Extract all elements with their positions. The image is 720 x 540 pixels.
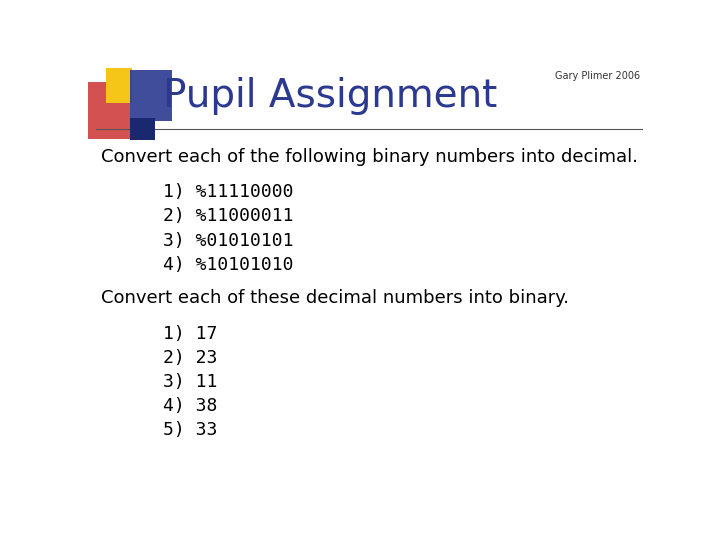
Text: 1) %11110000: 1) %11110000 <box>163 183 293 201</box>
FancyBboxPatch shape <box>130 70 171 122</box>
FancyBboxPatch shape <box>106 69 132 103</box>
Text: 3) 11: 3) 11 <box>163 373 217 391</box>
Text: 4) %10101010: 4) %10101010 <box>163 255 293 274</box>
Text: Convert each of these decimal numbers into binary.: Convert each of these decimal numbers in… <box>101 289 569 307</box>
Text: 1) 17: 1) 17 <box>163 325 217 343</box>
Text: 3) %01010101: 3) %01010101 <box>163 232 293 249</box>
Text: Gary Plimer 2006: Gary Plimer 2006 <box>554 71 639 81</box>
Text: 2) 23: 2) 23 <box>163 349 217 367</box>
Text: Pupil Assignment: Pupil Assignment <box>163 77 497 115</box>
Text: Convert each of the following binary numbers into decimal.: Convert each of the following binary num… <box>101 148 638 166</box>
FancyBboxPatch shape <box>130 118 156 140</box>
Text: 4) 38: 4) 38 <box>163 397 217 415</box>
Text: 2) %11000011: 2) %11000011 <box>163 207 293 225</box>
FancyBboxPatch shape <box>88 83 130 139</box>
Text: 5) 33: 5) 33 <box>163 421 217 439</box>
